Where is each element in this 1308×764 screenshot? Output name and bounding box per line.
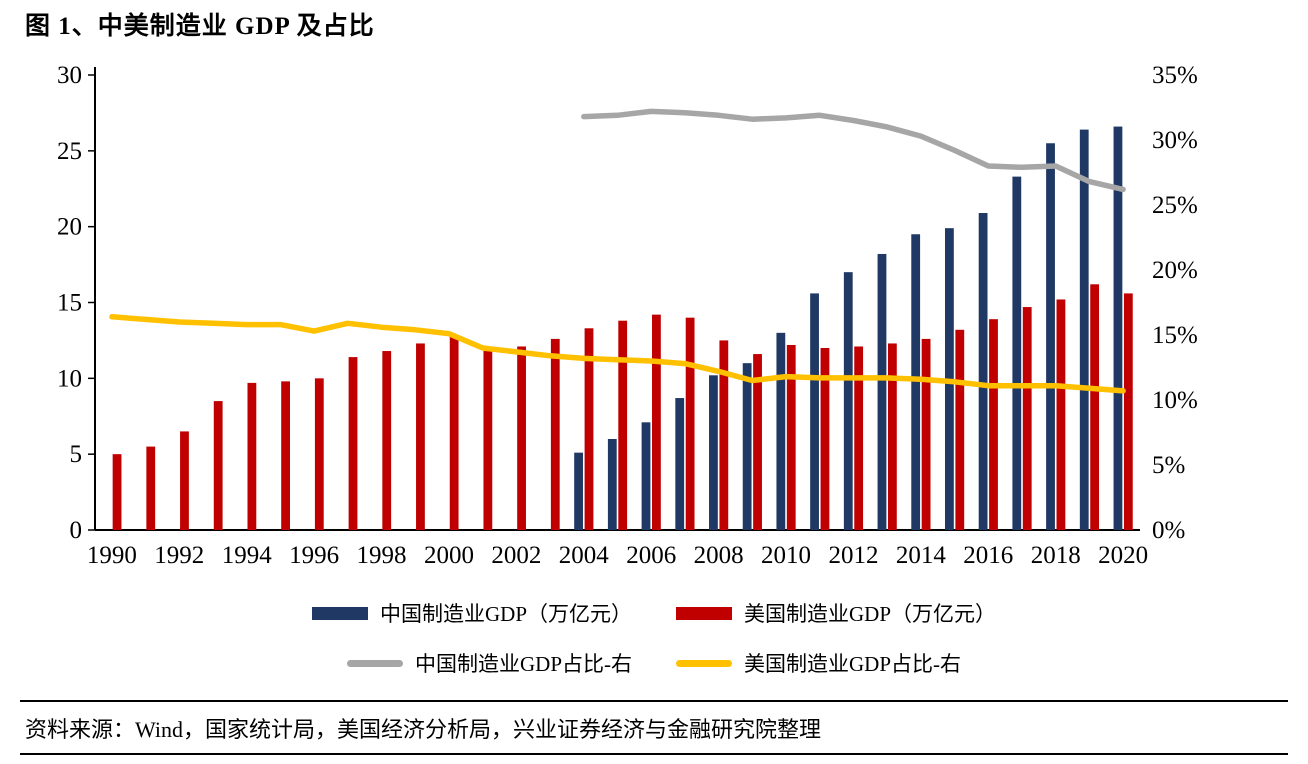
svg-text:1994: 1994 <box>222 542 273 569</box>
svg-text:0%: 0% <box>1152 517 1185 544</box>
svg-text:2004: 2004 <box>559 542 610 569</box>
svg-text:2016: 2016 <box>963 542 1013 569</box>
axes: 0 5 10 15 20 25 30 0% 5% 10% 15% 20% 25% 30% 35% 1990 19… <box>57 62 1198 569</box>
us-line-series <box>109 314 1126 394</box>
svg-text:20: 20 <box>57 214 82 241</box>
svg-text:5%: 5% <box>1152 452 1185 479</box>
svg-text:10%: 10% <box>1152 387 1198 414</box>
source-note: 资料来源：Wind，国家统计局，美国经济分析局，兴业证券经济与金融研究院整理 <box>25 716 821 742</box>
svg-text:35%: 35% <box>1152 62 1198 89</box>
svg-text:15: 15 <box>57 290 82 317</box>
svg-text:2020: 2020 <box>1098 542 1148 569</box>
china-gdp-bar-swatch <box>311 606 368 620</box>
gdp-combo-chart: 0 5 10 15 20 25 30 0% 5% 10% 15% 20% 25% 30% 35% 1990 19… <box>57 62 1198 569</box>
svg-text:30: 30 <box>57 62 82 89</box>
svg-text:2008: 2008 <box>694 542 744 569</box>
svg-text:1992: 1992 <box>154 542 204 569</box>
svg-text:1996: 1996 <box>289 542 339 569</box>
svg-text:2018: 2018 <box>1031 542 1081 569</box>
china-line-series <box>581 108 1126 193</box>
svg-text:2006: 2006 <box>626 542 676 569</box>
svg-text:2014: 2014 <box>896 542 947 569</box>
chart-legend: 中国制造业GDP（万亿元） 美国制造业GDP（万亿元） 中国制造业GDP占比-右… <box>0 598 1308 678</box>
title-rule <box>20 41 1288 45</box>
svg-text:2012: 2012 <box>828 542 878 569</box>
legend-item-china-share: 中国制造业GDP占比-右 <box>346 648 632 678</box>
legend-item-us-share: 美国制造业GDP占比-右 <box>676 648 961 678</box>
us-gdp-bar-swatch <box>676 606 732 620</box>
svg-text:2002: 2002 <box>491 542 541 569</box>
svg-text:20%: 20% <box>1152 257 1198 284</box>
us-bar-series <box>112 284 1133 530</box>
legend-label-us-share: 美国制造业GDP占比-右 <box>744 652 962 676</box>
legend-row-lines: 中国制造业GDP占比-右 美国制造业GDP占比-右 <box>346 648 961 678</box>
svg-text:2000: 2000 <box>424 542 474 569</box>
svg-text:0: 0 <box>70 517 83 544</box>
svg-text:1990: 1990 <box>87 542 137 569</box>
svg-text:1998: 1998 <box>357 542 407 569</box>
svg-text:25: 25 <box>57 138 82 165</box>
svg-text:10: 10 <box>57 365 82 392</box>
svg-text:30%: 30% <box>1152 127 1198 154</box>
legend-row-bars: 中国制造业GDP（万亿元） 美国制造业GDP（万亿元） <box>311 598 996 628</box>
svg-text:2010: 2010 <box>761 542 811 569</box>
legend-item-china-gdp: 中国制造业GDP（万亿元） <box>311 598 632 628</box>
legend-label-us-gdp: 美国制造业GDP（万亿元） <box>744 602 997 626</box>
figure-title: 图 1、中美制造业 GDP 及占比 <box>25 13 375 40</box>
svg-text:5: 5 <box>70 441 83 468</box>
china-share-line-swatch <box>346 659 403 667</box>
svg-text:25%: 25% <box>1152 192 1198 219</box>
svg-text:15%: 15% <box>1152 322 1198 349</box>
source-bar: 资料来源：Wind，国家统计局，美国经济分析局，兴业证券经济与金融研究院整理 <box>20 700 1288 755</box>
legend-item-us-gdp: 美国制造业GDP（万亿元） <box>676 598 996 628</box>
legend-label-china-share: 中国制造业GDP占比-右 <box>414 652 632 676</box>
legend-label-china-gdp: 中国制造业GDP（万亿元） <box>379 602 632 626</box>
us-share-line-swatch <box>676 659 732 667</box>
